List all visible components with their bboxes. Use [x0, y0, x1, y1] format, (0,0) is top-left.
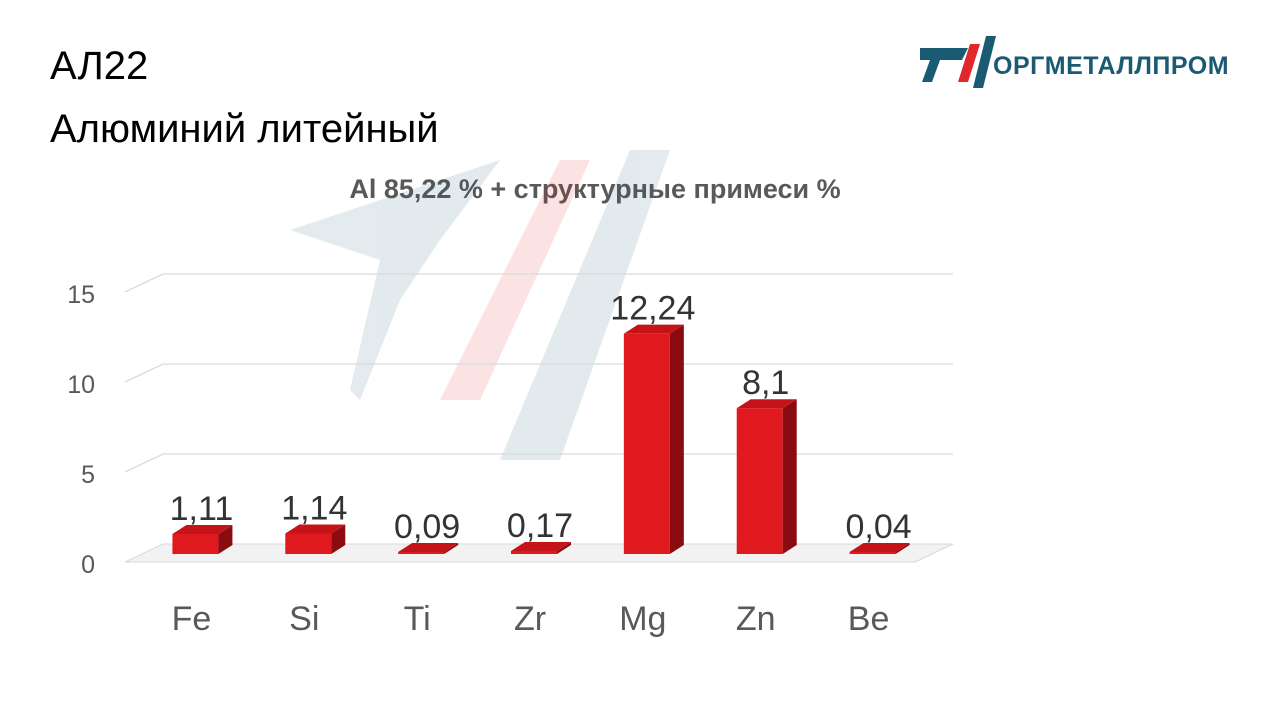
x-tick-label-fe: Fe: [172, 600, 212, 638]
value-label-si: 1,14: [281, 489, 347, 527]
orgmetallprom-logo-icon: [920, 36, 996, 88]
value-labels: 1,11 1,14 0,09 0,17 12,24 8,1 0,04: [170, 290, 912, 546]
watermark-logo: [290, 150, 670, 460]
logo-text: ОРГМЕТАЛЛПРОМ: [993, 52, 1230, 80]
gridlines: [124, 273, 953, 473]
value-label-zn: 8,1: [742, 364, 789, 402]
x-tick-label-si: Si: [289, 600, 319, 638]
value-label-be: 0,04: [845, 508, 911, 546]
gridline: [124, 453, 953, 473]
y-axis-ticks: 0 5 10 15: [67, 281, 95, 579]
y-tick-label: 10: [67, 371, 95, 399]
bar-zn: [736, 399, 797, 554]
page-title: АЛ22: [50, 44, 149, 88]
y-tick-label: 5: [81, 461, 95, 489]
x-tick-label-be: Be: [848, 600, 890, 638]
company-logo: ОРГМЕТАЛЛПРОМ: [918, 30, 1238, 102]
x-tick-label-zr: Zr: [514, 600, 546, 638]
bar-be: [849, 543, 910, 554]
y-tick-label: 0: [81, 551, 95, 579]
bar-ti: [398, 543, 459, 554]
x-tick-label-zn: Zn: [736, 600, 776, 638]
chart-title: Al 85,22 % + структурные примеси %: [349, 174, 841, 204]
y-tick-label: 15: [67, 281, 95, 309]
bar-zr: [511, 541, 571, 554]
page-subtitle: Алюминий литейный: [50, 107, 439, 151]
gridline: [124, 273, 953, 293]
x-axis-ticks: Fe Si Ti Zr Mg Zn Be: [172, 600, 890, 638]
bars: [172, 324, 910, 554]
bar-mg: [623, 324, 684, 554]
value-label-fe: 1,11: [170, 490, 234, 528]
x-tick-label-ti: Ti: [404, 600, 431, 638]
value-label-ti: 0,09: [394, 508, 460, 546]
bar-fe: [172, 525, 233, 554]
value-label-mg: 12,24: [610, 290, 695, 328]
value-label-zr: 0,17: [507, 507, 573, 545]
gridline: [124, 363, 953, 383]
bar-si: [285, 524, 346, 554]
x-tick-label-mg: Mg: [619, 600, 666, 638]
